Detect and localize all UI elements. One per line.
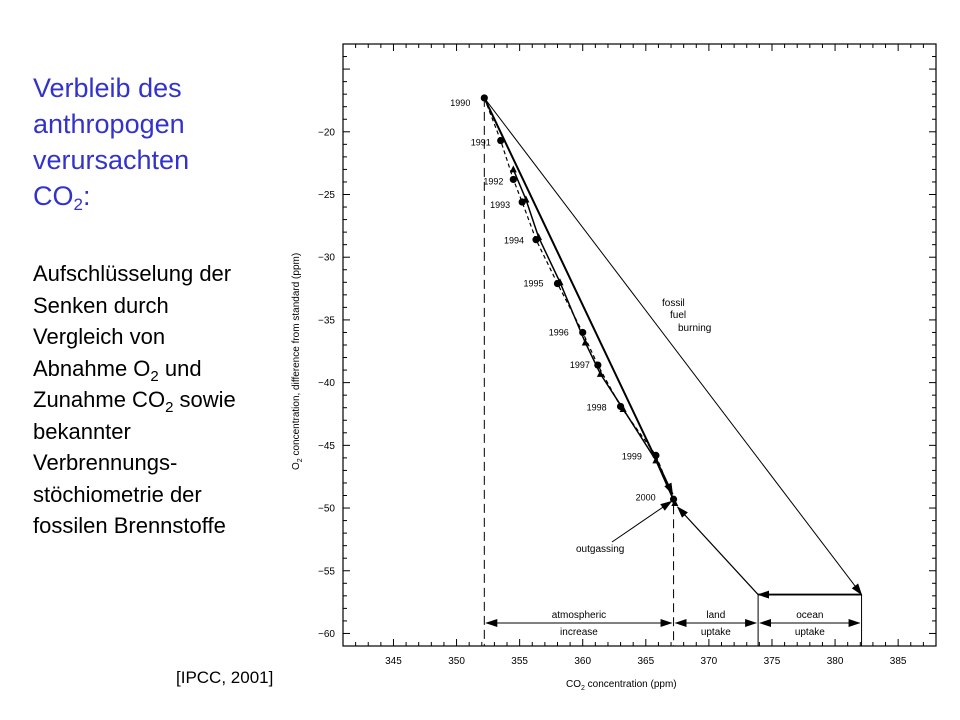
- year-label-1992: 1992: [483, 176, 503, 186]
- y-axis-title: O2 concentration, difference from standa…: [291, 253, 304, 470]
- x-tick-label: 360: [574, 656, 591, 667]
- desc-line-5: Zunahme CO2 sowie: [33, 387, 236, 415]
- fossil-fuel-vector: [483, 97, 863, 596]
- annot-outgassing: outgassing: [576, 544, 624, 555]
- y-tick-label: −60: [318, 629, 335, 640]
- desc-line-5-sub: 2: [165, 399, 174, 416]
- y-tick-label: −50: [318, 504, 335, 515]
- year-label-1996: 1996: [549, 327, 569, 337]
- data-point-triangle: [535, 233, 543, 241]
- year-label-1997: 1997: [570, 360, 590, 370]
- data-point-triangle: [509, 165, 517, 173]
- y-axis-title-sub: 2: [297, 458, 304, 462]
- year-label-1991: 1991: [471, 138, 491, 148]
- x-axis-title-main: CO: [566, 679, 581, 690]
- year-label-1990: 1990: [450, 98, 470, 108]
- observed-vector: [483, 97, 674, 496]
- x-axis-title: CO2 concentration (ppm): [566, 679, 677, 692]
- data-point-circle: [652, 451, 660, 459]
- desc-line-5b: sowie: [173, 387, 236, 412]
- data-point-circle: [509, 175, 517, 184]
- title-line-4: CO2:: [33, 181, 91, 214]
- desc-line-9: fossilen Brennstoffe: [33, 513, 226, 538]
- year-label-1998: 1998: [587, 402, 607, 412]
- data-point-triangle: [619, 404, 627, 412]
- y-tick-label: −40: [318, 378, 335, 389]
- year-label-1993: 1993: [490, 200, 510, 210]
- annot-fuel: fuel: [670, 310, 686, 321]
- annot-ocean-uptake: uptake: [795, 627, 825, 638]
- desc-line-5a: Zunahme CO: [33, 387, 166, 412]
- x-tick-label: 375: [764, 656, 781, 667]
- x-axis-title-end: concentration (ppm): [585, 679, 677, 690]
- annot-land: land: [706, 610, 725, 621]
- desc-line-4: Abnahme O2 und: [33, 355, 202, 384]
- annot-atmospheric: atmospheric: [552, 610, 606, 621]
- annot-burning: burning: [678, 323, 711, 334]
- title-line-1: Verbleib des: [33, 73, 182, 103]
- title-line-2: anthropogen: [33, 109, 185, 139]
- desc-line-1: Aufschlüsselung der: [33, 261, 232, 286]
- desc-line-8: stöchiometrie der: [33, 481, 202, 507]
- year-label-1999: 1999: [622, 451, 642, 461]
- y-tick-label: −20: [318, 127, 335, 138]
- y-tick-label: −45: [318, 441, 335, 452]
- data-point-triangle: [522, 195, 530, 203]
- desc-line-2: Senken durch: [33, 292, 169, 318]
- x-axis-title-sub: 2: [581, 685, 585, 692]
- data-point-circle: [579, 328, 587, 337]
- y-tick-label: −25: [318, 190, 335, 201]
- data-point-triangle: [671, 499, 679, 507]
- x-tick-label: 385: [890, 656, 907, 667]
- annot-fossil: fossil: [662, 298, 685, 309]
- desc-line-7: Verbrennungs-: [33, 450, 178, 475]
- data-point-circle: [497, 136, 505, 145]
- title-line-3: verursachten: [33, 145, 190, 175]
- title-co: CO: [33, 181, 74, 211]
- y-tick-label: −55: [318, 566, 335, 577]
- plot-frame: [342, 43, 937, 647]
- x-tick-label: 370: [701, 656, 718, 667]
- annot-ocean: ocean: [796, 610, 823, 621]
- x-tick-label: 365: [637, 656, 654, 667]
- x-tick-label: 345: [385, 656, 402, 667]
- year-label-1994: 1994: [504, 236, 524, 246]
- data-point-triangle: [581, 338, 589, 346]
- data-point-circle: [480, 94, 488, 102]
- data-point-triangle: [596, 369, 604, 377]
- x-tick-label: 380: [827, 656, 844, 667]
- desc-line-6: bekannter: [33, 418, 131, 444]
- x-tick-label: 350: [448, 656, 465, 667]
- data-point-circle: [594, 361, 602, 369]
- outgassing-arrow: [611, 500, 673, 543]
- land-uptake-vector: [676, 506, 759, 595]
- triangle-series-line: [512, 169, 676, 504]
- year-label-2000: 2000: [636, 492, 656, 502]
- data-point-triangle: [652, 456, 660, 464]
- annot-land-uptake: uptake: [701, 627, 731, 638]
- annot-increase: increase: [560, 627, 598, 638]
- desc-line-3: Vergleich von: [33, 324, 166, 349]
- desc-line-4a: Abnahme O: [33, 355, 151, 381]
- x-tick-label: 355: [511, 656, 528, 667]
- y-tick-label: −30: [318, 253, 335, 264]
- title-colon: :: [82, 181, 91, 211]
- y-axis-title-main: O: [291, 462, 302, 470]
- desc-line-4-sub: 2: [150, 367, 159, 385]
- y-tick-label: −35: [318, 315, 335, 326]
- slide-title: Verbleib des anthropogen verursachten CO…: [33, 70, 273, 214]
- year-label-1995: 1995: [523, 279, 543, 289]
- title-co-sub: 2: [73, 195, 83, 214]
- y-axis-title-end: concentration, difference from standard …: [291, 253, 302, 458]
- desc-line-4b: und: [158, 355, 202, 381]
- data-point-triangle: [556, 278, 564, 286]
- slide-description: Aufschlüsselung der Senken durch Verglei…: [33, 258, 283, 542]
- source-citation: [IPCC, 2001]: [176, 668, 274, 687]
